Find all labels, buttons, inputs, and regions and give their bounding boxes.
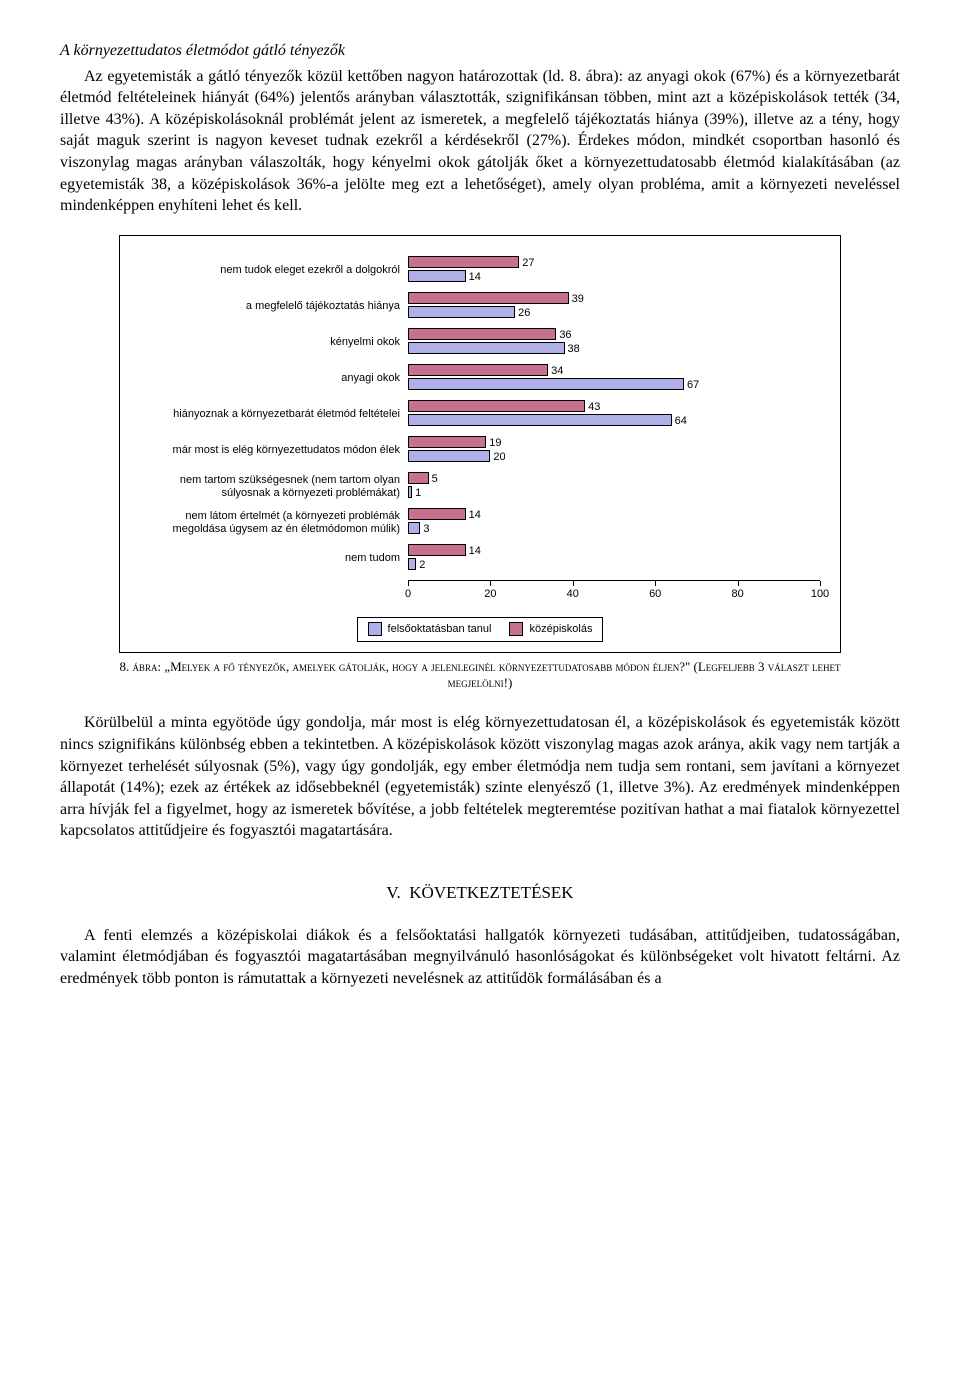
bar-kozep: 34 [408, 364, 548, 376]
xtick-label: 80 [731, 587, 743, 602]
bar-kozep: 27 [408, 256, 519, 268]
chart-category-label: nem tudok eleget ezekről a dolgokról [140, 264, 408, 277]
chart-category-label: a megfelelő tájékoztatás hiánya [140, 300, 408, 313]
bar-kozep: 43 [408, 400, 585, 412]
chart-category-label: hiányoznak a környezetbarát életmód felt… [140, 408, 408, 421]
xtick-label: 20 [484, 587, 496, 602]
chart-category-label: nem tudom [140, 552, 408, 565]
legend-item-felso: felsőoktatásban tanul [368, 622, 492, 637]
bar-felso: 67 [408, 378, 684, 390]
bar-kozep: 5 [408, 472, 429, 484]
bar-felso: 2 [408, 558, 416, 570]
chart-row: nem tartom szükségesnek (nem tartom olya… [140, 472, 820, 502]
chart-category-label: már most is elég környezettudatos módon … [140, 444, 408, 457]
bar-felso: 20 [408, 450, 490, 462]
chart-category-label: anyagi okok [140, 372, 408, 385]
chart-row: már most is elég környezettudatos módon … [140, 436, 820, 466]
bar-felso: 64 [408, 414, 672, 426]
factors-bar-chart: nem tudok eleget ezekről a dolgokról 27 … [119, 235, 841, 653]
section-heading: V. KÖVETKEZTETÉSEK [60, 882, 900, 905]
chart-legend: felsőoktatásban tanul középiskolás [357, 617, 604, 642]
subsection-heading: A környezettudatos életmódot gátló ténye… [60, 40, 900, 62]
chart-row: nem tudok eleget ezekről a dolgokról 27 … [140, 256, 820, 286]
chart-category-label: kényelmi okok [140, 336, 408, 349]
chart-row: nem tudom 14 2 [140, 544, 820, 574]
bar-felso: 14 [408, 270, 466, 282]
chart-row: a megfelelő tájékoztatás hiánya 39 26 [140, 292, 820, 322]
chart-category-label: nem látom értelmét (a környezeti problém… [140, 510, 408, 535]
chart-row: kényelmi okok 36 38 [140, 328, 820, 358]
legend-swatch-icon [509, 622, 523, 636]
bar-kozep: 36 [408, 328, 556, 340]
section-title: KÖVETKEZTETÉSEK [409, 883, 573, 902]
legend-swatch-icon [368, 622, 382, 636]
xtick-label: 60 [649, 587, 661, 602]
chart-row: anyagi okok 34 67 [140, 364, 820, 394]
xtick-label: 40 [567, 587, 579, 602]
chart-x-axis: 0 20 40 60 80 100 [408, 580, 820, 609]
legend-item-kozep: középiskolás [509, 622, 592, 637]
chart-row: hiányoznak a környezetbarát életmód felt… [140, 400, 820, 430]
legend-label: felsőoktatásban tanul [388, 622, 492, 637]
bar-kozep: 14 [408, 508, 466, 520]
section-number: V. [386, 883, 400, 902]
caption-text: Melyek a fő tényezők, amelyek gátolják, … [170, 659, 840, 691]
bar-felso: 3 [408, 522, 420, 534]
bar-kozep: 14 [408, 544, 466, 556]
bar-felso: 26 [408, 306, 515, 318]
caption-prefix: 8. ábra: „ [119, 659, 170, 674]
paragraph-3: A fenti elemzés a középiskolai diákok és… [60, 925, 900, 990]
bar-kozep: 39 [408, 292, 569, 304]
xtick-label: 100 [811, 587, 829, 602]
paragraph-1: Az egyetemisták a gátló tényezők közül k… [60, 66, 900, 217]
chart-category-label: nem tartom szükségesnek (nem tartom olya… [140, 474, 408, 499]
xtick-label: 0 [405, 587, 411, 602]
bar-felso: 1 [408, 486, 412, 498]
chart-row: nem látom értelmét (a környezeti problém… [140, 508, 820, 538]
legend-label: középiskolás [529, 622, 592, 637]
figure-caption: 8. ábra: „Melyek a fő tényezők, amelyek … [100, 659, 860, 693]
paragraph-2: Körülbelül a minta egyötöde úgy gondolja… [60, 712, 900, 842]
bar-felso: 38 [408, 342, 565, 354]
bar-kozep: 19 [408, 436, 486, 448]
